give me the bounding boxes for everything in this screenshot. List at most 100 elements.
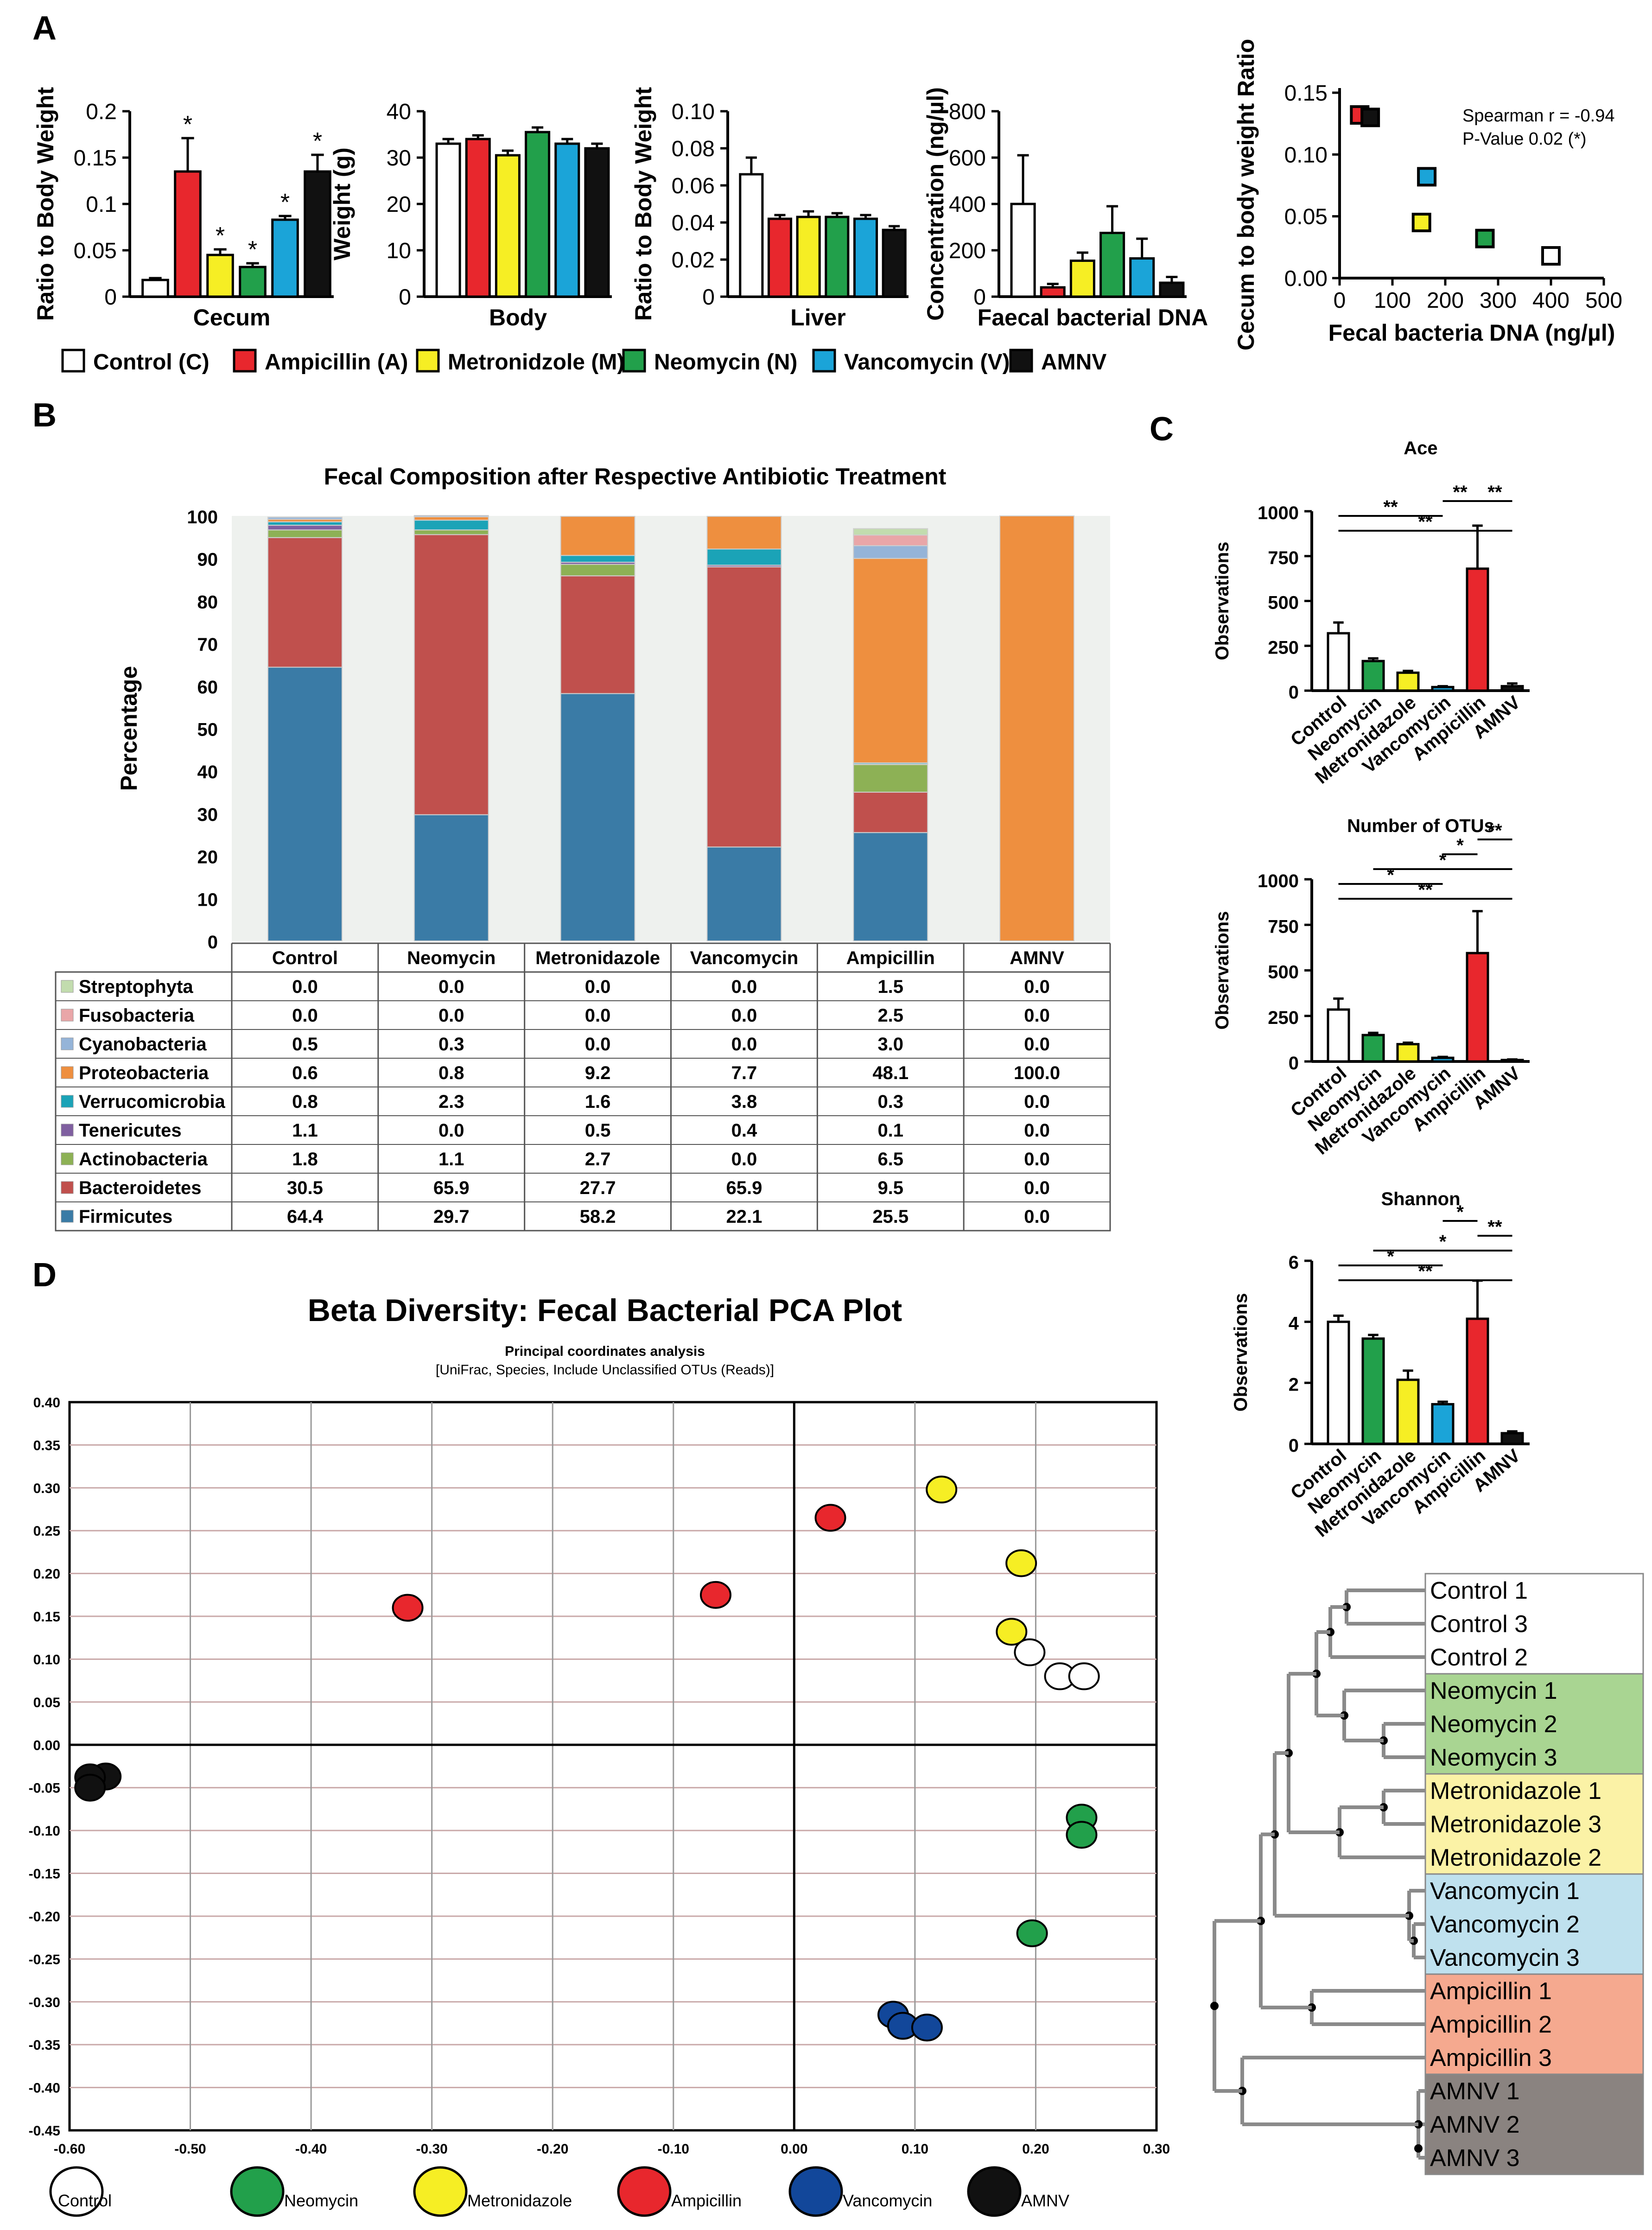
table-swatch-streptophyta (61, 980, 74, 993)
segment-bacteroidetes (267, 537, 343, 668)
segment-cyanobacteria (853, 545, 928, 559)
pca-point-metronidazole (996, 1618, 1028, 1646)
table-header-cell: Vancomycin (690, 948, 798, 968)
segment-verrucomicrobia (560, 555, 635, 563)
legend-swatch-ampicillin (233, 349, 257, 373)
y-tick-label: 0.15 (1284, 81, 1328, 106)
table-cell: 2.5 (877, 1005, 903, 1026)
legend-marker-amnv (967, 2166, 1022, 2217)
x-axis-label: Cecum (193, 305, 271, 330)
legend-marker-control (49, 2166, 104, 2217)
table-header-cell: Control (272, 948, 338, 968)
y-tick-label: 0.15 (33, 1609, 60, 1625)
chart-A_body: 0 10 20 30 40 Body Weight (g) (329, 100, 612, 330)
y-axis-label: Weight (g) (329, 147, 355, 260)
table-cell: 1.6 (585, 1092, 611, 1112)
y-axis-label: Percentage (116, 666, 142, 791)
y-tick-label: 1000 (1258, 503, 1299, 523)
x-tick-label: 200 (1427, 288, 1464, 313)
legend-label: Neomycin (N) (654, 350, 797, 375)
table-cell: 0.1 (877, 1120, 903, 1141)
x-axis-label: Faecal bacterial DNA (978, 305, 1208, 330)
y-tick-label: 200 (949, 239, 986, 263)
table-cell: 0.0 (585, 1005, 611, 1026)
table-cell: 0.5 (585, 1120, 611, 1141)
y-tick-label: 80 (197, 592, 218, 612)
pca-point-ampicillin (392, 1594, 424, 1622)
table-cell: 0.3 (438, 1034, 464, 1055)
x-tick-label: 0.20 (1022, 2141, 1049, 2157)
significance-label: * (1456, 835, 1464, 856)
scatter-point-neomycin (1475, 229, 1495, 248)
bar-AMNV (1159, 281, 1185, 298)
dendrogram-leaf-label: Metronidazole 3 (1430, 1811, 1601, 1838)
table-cell: 58.2 (580, 1207, 616, 1227)
table-cell: 30.5 (287, 1178, 323, 1198)
table-cell: 0.0 (1024, 1178, 1050, 1198)
bar-C (141, 279, 169, 298)
table-swatch-verrucomicrobia (61, 1095, 74, 1108)
legend-label: Metronidazole (467, 2191, 572, 2210)
x-tick-label: -0.30 (416, 2141, 447, 2157)
significance-label: ** (1453, 482, 1468, 502)
table-cell: 3.0 (877, 1034, 903, 1055)
dendrogram-group-box (1424, 2073, 1644, 2175)
segment-cyanobacteria (267, 516, 343, 520)
table-cell: 0.6 (292, 1063, 318, 1083)
scatter-point-metronidazole (1411, 213, 1431, 232)
x-tick-label: 500 (1585, 288, 1622, 313)
table-cell: 3.8 (731, 1092, 757, 1112)
dendrogram-leaf-label: Ampicillin 1 (1430, 1978, 1552, 2005)
pca-point-metronidazole (1005, 1549, 1037, 1577)
y-tick-label: 30 (387, 146, 411, 171)
x-tick-label: 400 (1532, 288, 1569, 313)
significance-label: ** (1487, 1217, 1502, 1237)
y-tick-label: -0.30 (29, 1995, 60, 2010)
y-tick-label: 0 (973, 285, 986, 310)
y-tick-label: 10 (197, 889, 218, 910)
y-tick-label: 750 (1268, 548, 1299, 568)
legend-label: AMNV (1041, 350, 1106, 375)
table-cell: 0.0 (1024, 1207, 1050, 1227)
annotation-spearman: Spearman r = -0.94 (1462, 106, 1614, 126)
y-tick-label: 0.2 (86, 100, 117, 124)
chart-title: Ace (1404, 438, 1437, 458)
table-cell: 100.0 (1014, 1063, 1060, 1083)
bar-M (206, 254, 234, 298)
chart-D_pca: Beta Diversity: Fecal Bacterial PCA Plot… (29, 1293, 1170, 2217)
pca-point-metronidazole (926, 1475, 958, 1504)
legend-marker-neomycin (230, 2166, 285, 2217)
table-swatch-fusobacteria (61, 1009, 74, 1022)
table-cell: 29.7 (433, 1207, 470, 1227)
segment-actinobacteria (560, 564, 635, 577)
legend-swatch-control (61, 349, 85, 373)
y-tick-label: 0.15 (74, 146, 117, 171)
bar-Control (1327, 632, 1350, 692)
dendrogram-group-box (1424, 1573, 1644, 1675)
y-tick-label: 500 (1268, 962, 1299, 983)
y-tick-label: 40 (197, 762, 218, 782)
dendrogram-leaf-label: Control 3 (1430, 1611, 1528, 1638)
table-swatch-bacteroidetes (61, 1181, 74, 1194)
y-axis-label: Cecum to body weight Ratio (1233, 39, 1259, 350)
scatter-point-control (1541, 246, 1561, 266)
bar-Vancomycin (1431, 686, 1455, 692)
significance-label: ** (1487, 820, 1502, 841)
significance-label: * (1439, 1232, 1447, 1252)
panel-label-d: D (32, 1257, 57, 1294)
y-tick-label: -0.05 (29, 1781, 60, 1796)
table-cell: 0.0 (1024, 1034, 1050, 1055)
segment-tenericutes (267, 525, 343, 531)
table-cell: 1.8 (292, 1149, 318, 1169)
segment-proteobacteria (853, 558, 928, 763)
table-cell: 0.0 (1024, 1005, 1050, 1026)
legend-label: Ampicillin (671, 2191, 742, 2210)
pca-point-ampicillin (699, 1581, 731, 1609)
y-tick-label: 0.10 (1284, 143, 1328, 167)
y-tick-label: 0 (1289, 1053, 1299, 1074)
table-cell: 0.0 (731, 1005, 757, 1026)
significance-label: * (1456, 1202, 1464, 1222)
segment-fusobacteria (853, 534, 928, 546)
segment-cyanobacteria (413, 515, 489, 517)
dendrogram-group-box (1424, 1873, 1644, 1975)
